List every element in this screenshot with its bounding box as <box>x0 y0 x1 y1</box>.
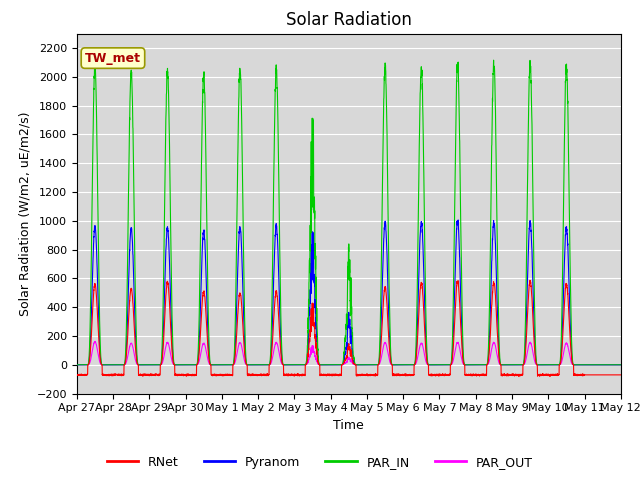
RNet <box>440 372 448 378</box>
Legend: RNet, Pyranom, PAR_IN, PAR_OUT: RNet, Pyranom, PAR_IN, PAR_OUT <box>102 451 538 474</box>
RNet <box>171 362 179 368</box>
RNet <box>73 372 81 378</box>
PAR_OUT <box>73 362 81 368</box>
Y-axis label: Solar Radiation (W/m2, uE/m2/s): Solar Radiation (W/m2, uE/m2/s) <box>18 111 31 316</box>
PAR_IN <box>617 362 625 368</box>
PAR_OUT <box>329 362 337 368</box>
PAR_IN <box>328 362 336 368</box>
PAR_IN <box>616 362 624 368</box>
RNet <box>616 372 624 378</box>
Pyranom <box>328 362 336 368</box>
PAR_OUT <box>502 362 509 368</box>
Text: TW_met: TW_met <box>85 51 141 65</box>
PAR_IN <box>171 362 179 368</box>
RNet <box>526 277 534 283</box>
PAR_IN <box>502 362 509 368</box>
Pyranom <box>454 217 462 223</box>
RNet <box>328 372 336 377</box>
RNet <box>471 372 479 378</box>
PAR_IN <box>471 362 479 368</box>
Pyranom <box>616 362 624 368</box>
Line: RNet: RNet <box>77 280 621 376</box>
Pyranom <box>73 362 81 368</box>
Pyranom <box>502 362 509 368</box>
X-axis label: Time: Time <box>333 419 364 432</box>
Line: PAR_IN: PAR_IN <box>77 60 621 365</box>
PAR_OUT <box>171 362 179 368</box>
PAR_OUT <box>617 362 625 368</box>
PAR_OUT <box>441 362 449 368</box>
Pyranom <box>471 362 479 368</box>
Pyranom <box>440 362 448 368</box>
PAR_OUT <box>92 339 99 345</box>
Line: PAR_OUT: PAR_OUT <box>77 342 621 365</box>
Pyranom <box>617 362 625 368</box>
PAR_OUT <box>471 362 479 368</box>
Pyranom <box>171 362 179 368</box>
RNet <box>546 373 554 379</box>
PAR_IN <box>490 57 497 63</box>
PAR_IN <box>73 362 81 368</box>
Line: Pyranom: Pyranom <box>77 220 621 365</box>
RNet <box>617 372 625 378</box>
RNet <box>502 372 509 378</box>
PAR_OUT <box>616 362 624 368</box>
PAR_IN <box>440 362 448 368</box>
Title: Solar Radiation: Solar Radiation <box>286 11 412 29</box>
